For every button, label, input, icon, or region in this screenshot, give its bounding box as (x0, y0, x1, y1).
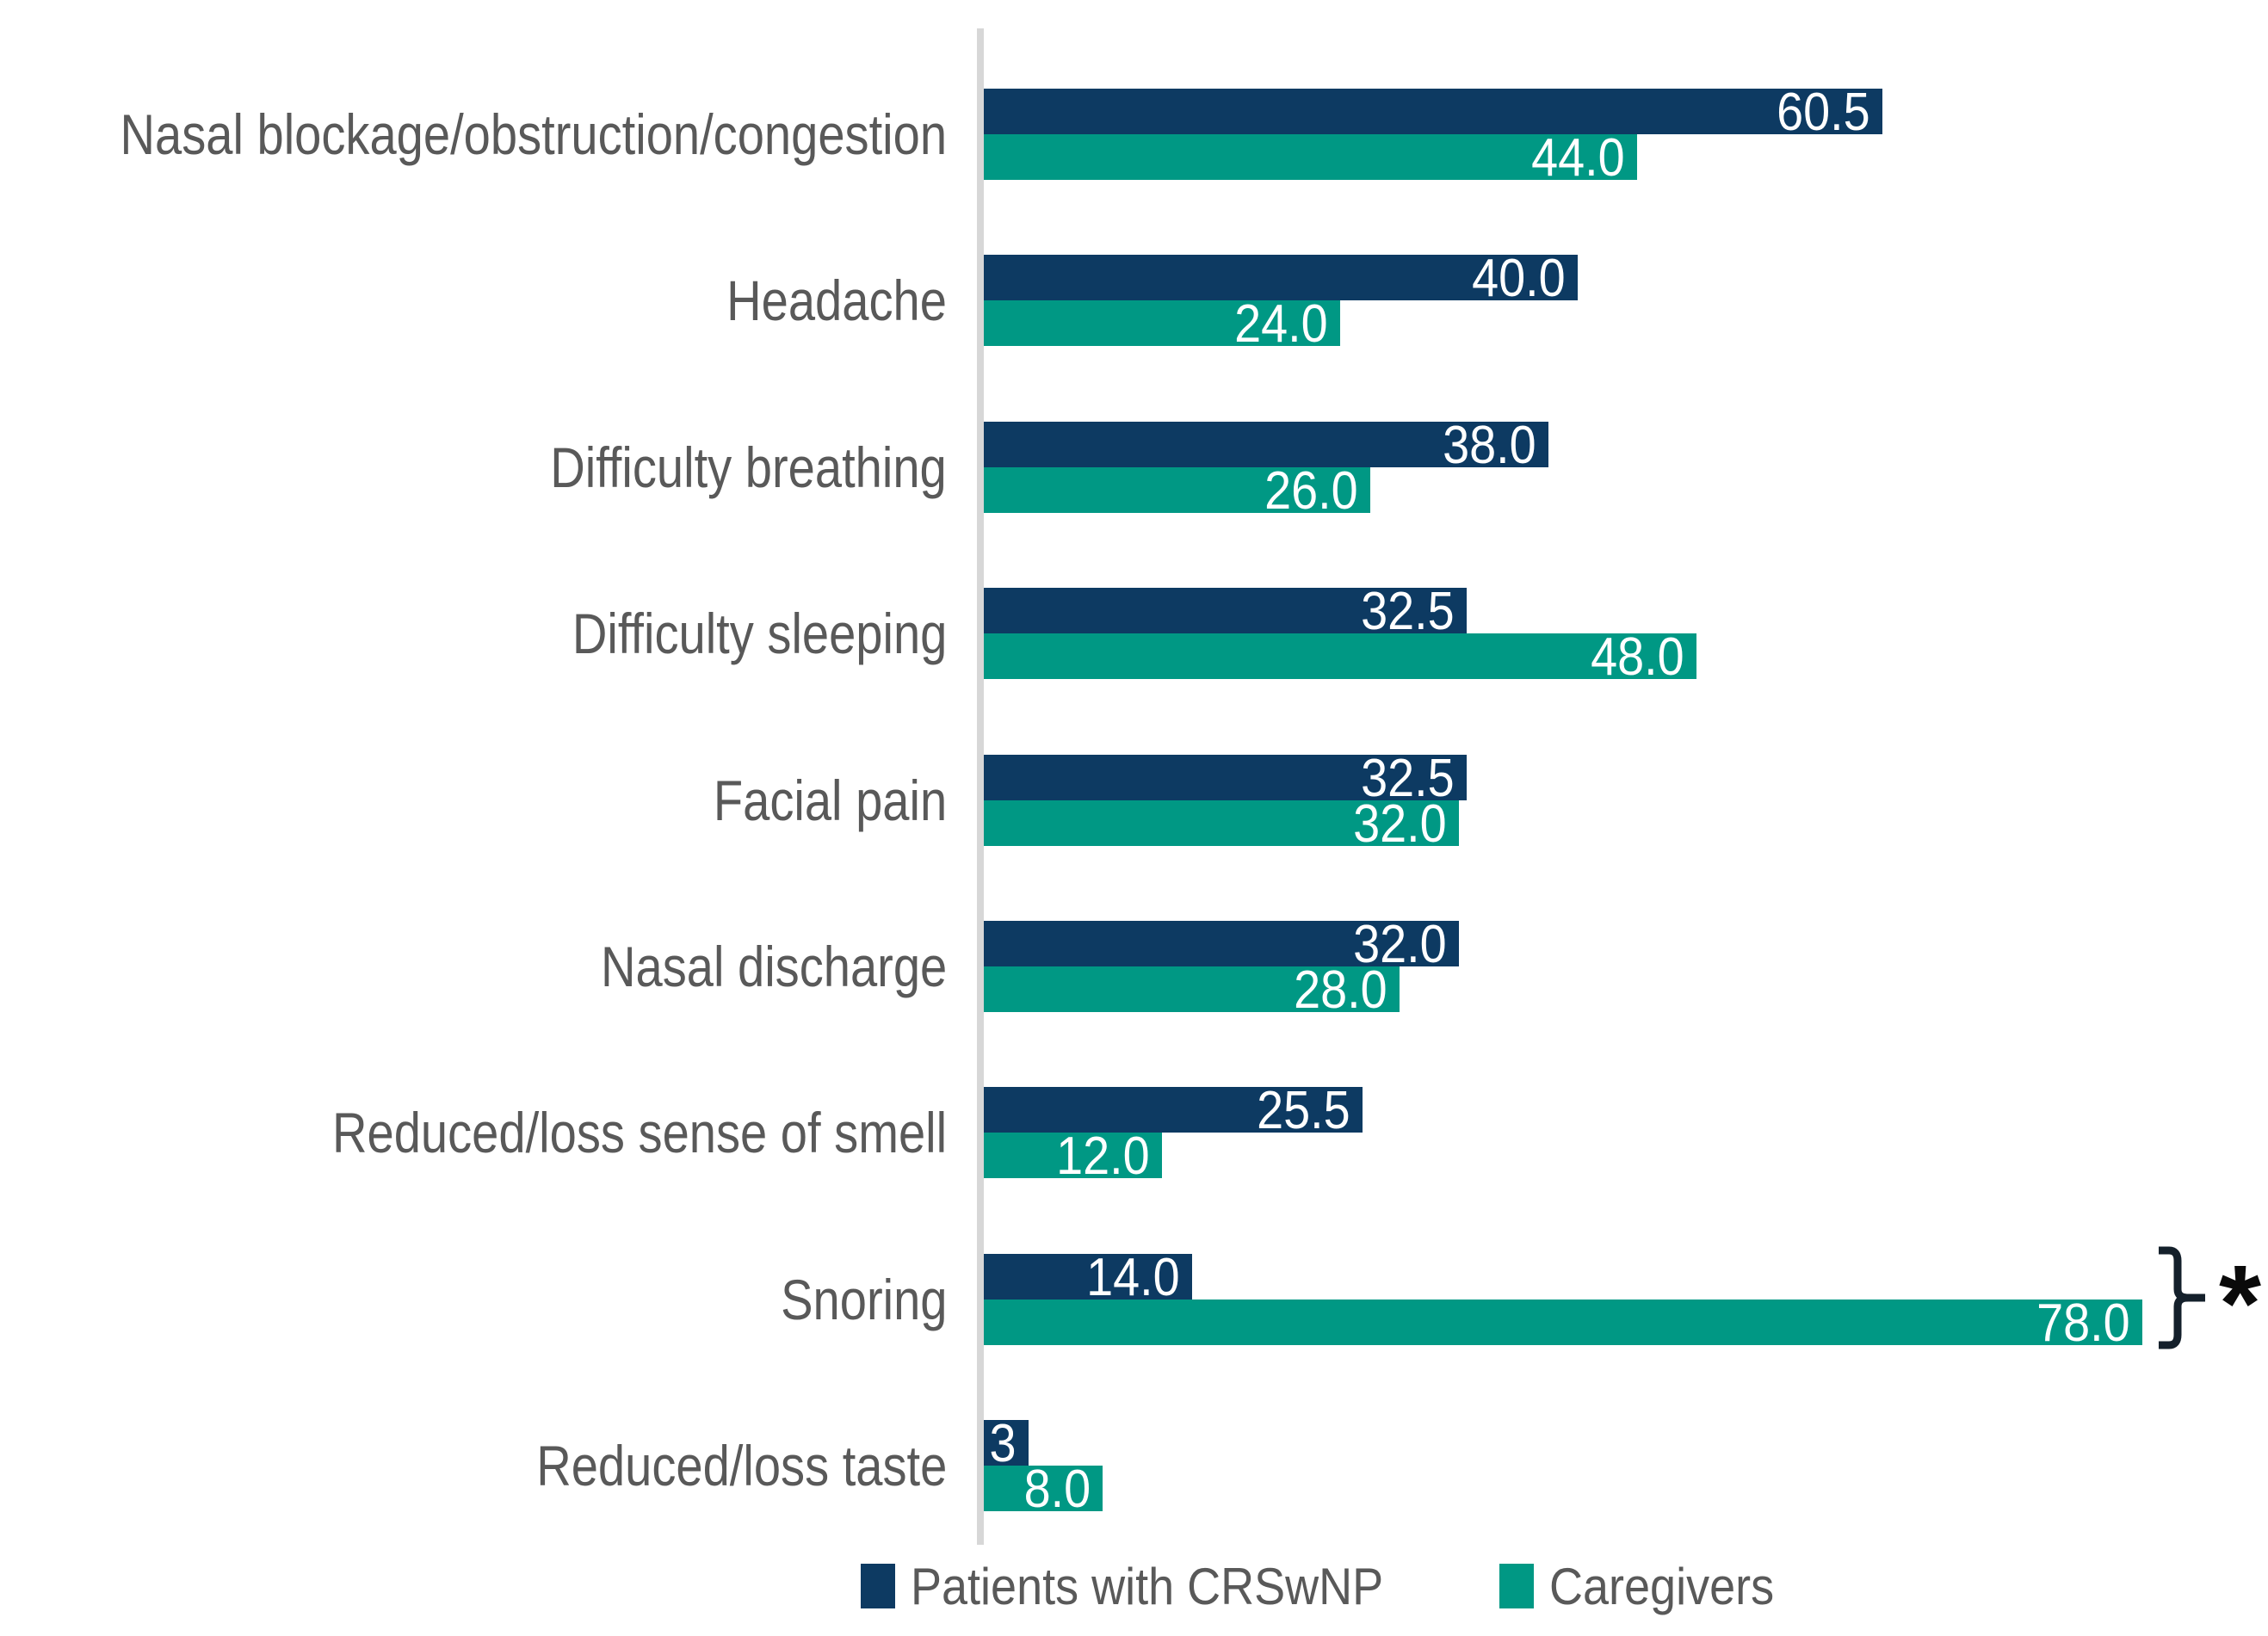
bar-value-label: 40.0 (1472, 249, 1566, 309)
significance-bracket (2159, 1246, 2205, 1349)
category-label: Nasal discharge (600, 935, 947, 998)
bar-value-label: 38.0 (1442, 415, 1536, 475)
bar-value-label: 12.0 (1056, 1127, 1150, 1187)
category-label: Snoring (780, 1267, 947, 1331)
bar-value-label: 24.0 (1234, 294, 1328, 355)
bar-value-label: 3 (989, 1414, 1017, 1474)
bar-value-label: 25.5 (1257, 1081, 1350, 1141)
caregivers-bar: 24.0 (984, 294, 1340, 355)
bar-value-label: 44.0 (1531, 128, 1625, 188)
caregivers-bar: 32.0 (984, 793, 1459, 854)
caregivers-bar: 12.0 (984, 1127, 1162, 1187)
bar-value-label: 28.0 (1294, 960, 1387, 1020)
bar-value-label: 32.0 (1353, 793, 1447, 854)
patients-bar: 32.0 (984, 915, 1459, 974)
legend-item-caregivers: Caregivers (1499, 1557, 1799, 1616)
bar-value-label: 48.0 (1591, 627, 1684, 688)
category-label: Nasal blockage/obstruction/congestion (120, 102, 947, 166)
patients-bar: 14.0 (984, 1247, 1192, 1307)
caregivers-bar: 44.0 (984, 128, 1637, 188)
patients-bar: 60.5 (984, 83, 1882, 142)
axis-baseline (977, 28, 984, 1545)
significance-asterisk: * (2219, 1243, 2262, 1364)
caregivers-bar: 48.0 (984, 627, 1696, 688)
category-label: Reduced/loss sense of smell (331, 1101, 947, 1165)
category-label: Difficulty breathing (550, 435, 947, 499)
bar-value-label: 60.5 (1777, 83, 1870, 142)
caregivers-bar: 26.0 (984, 460, 1370, 521)
bar-value-label: 26.0 (1264, 460, 1358, 521)
bar-value-label: 78.0 (2036, 1293, 2130, 1353)
caregivers-bar: 8.0 (984, 1460, 1103, 1520)
category-label: Facial pain (713, 768, 947, 832)
legend-swatch-patients (861, 1564, 895, 1608)
patients-bar: 32.5 (984, 748, 1467, 808)
category-label: Headache (726, 269, 947, 333)
patients-bar: 32.5 (984, 582, 1467, 642)
caregivers-bar: 28.0 (984, 960, 1400, 1020)
legend-label-caregivers: Caregivers (1549, 1557, 1775, 1615)
legend-item-patients: Patients with CRSwNP (861, 1557, 1436, 1616)
category-label: Difficulty sleeping (572, 602, 947, 666)
caregivers-bar: 78.0 (984, 1293, 2142, 1353)
bar-value-label: 32.5 (1361, 582, 1455, 642)
patients-bar: 25.5 (984, 1081, 1363, 1141)
bar-value-label: 32.0 (1353, 915, 1447, 974)
patients-bar: 38.0 (984, 415, 1548, 475)
patients-bar: 40.0 (984, 249, 1578, 309)
bar-value-label: 8.0 (1023, 1460, 1091, 1520)
legend-swatch-caregivers (1499, 1564, 1535, 1608)
category-label: Reduced/loss taste (535, 1434, 947, 1498)
legend-label-patients: Patients with CRSwNP (911, 1557, 1384, 1615)
bar-value-label: 32.5 (1361, 748, 1455, 808)
legend: Patients with CRSwNP Caregivers (861, 1549, 1799, 1623)
patients-bar: 3 (984, 1414, 1029, 1474)
bar-value-label: 14.0 (1085, 1247, 1180, 1307)
